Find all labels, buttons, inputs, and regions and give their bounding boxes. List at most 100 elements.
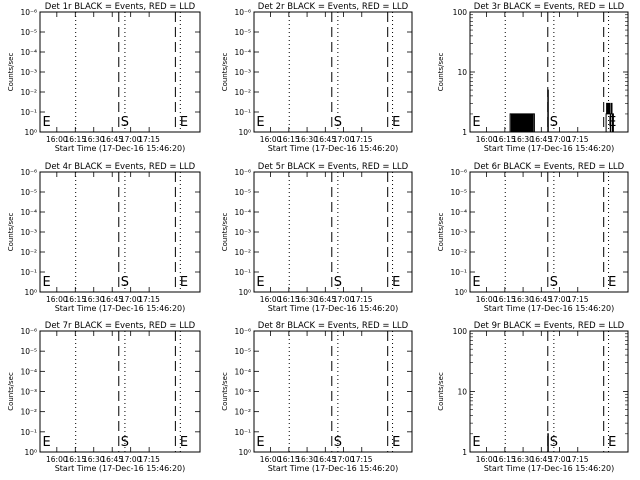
panel-title: Det 7r BLACK = Events, RED = LLD xyxy=(45,321,196,331)
y-tick-label: 10⁻¹ xyxy=(20,428,37,437)
x-axis-label: Start Time (17-Dec-16 15:46:20) xyxy=(55,464,186,473)
end-marker: E xyxy=(42,435,50,450)
x-tick-label: 17:00 xyxy=(333,135,355,144)
panel-title: Det 4r BLACK = Events, RED = LLD xyxy=(45,162,196,172)
x-tick-label: 16:15 xyxy=(64,455,86,464)
y-tick-label: 10⁻² xyxy=(234,248,251,257)
y-tick-label: 10⁻⁶ xyxy=(20,327,37,336)
x-tick-label: 16:30 xyxy=(296,135,318,144)
x-tick-label: 17:00 xyxy=(549,455,571,464)
y-tick-label: 10⁻⁵ xyxy=(20,188,37,197)
plot-frame xyxy=(39,171,201,293)
x-tick-label: 16:30 xyxy=(83,135,105,144)
x-tick-label: 16:00 xyxy=(260,455,282,464)
y-tick-label: 10⁰ xyxy=(238,128,251,137)
y-tick-label: 10⁻¹ xyxy=(234,268,251,277)
plot-frame xyxy=(469,11,629,133)
x-tick-label: 16:00 xyxy=(260,295,282,304)
detector-panel: Det 5r BLACK = Events, RED = LLD Counts/s… xyxy=(221,162,413,313)
x-tick-label: 16:00 xyxy=(260,135,282,144)
x-tick-label: 17:00 xyxy=(549,135,571,144)
x-axis-label: Start Time (17-Dec-16 15:46:20) xyxy=(268,464,399,473)
x-tick-label: 16:15 xyxy=(494,135,516,144)
panel-title: Det 6r BLACK = Events, RED = LLD xyxy=(474,162,625,172)
y-tick-label: 10⁻⁴ xyxy=(234,48,251,57)
y-tick-label: 10⁻⁵ xyxy=(234,28,251,37)
x-tick-label: 16:30 xyxy=(512,455,534,464)
y-tick-label: 10⁻² xyxy=(20,408,37,417)
start-marker: S xyxy=(121,435,129,450)
x-tick-label: 16:45 xyxy=(530,455,552,464)
x-tick-label: 16:45 xyxy=(101,295,123,304)
x-tick-label: 16:30 xyxy=(83,455,105,464)
y-tick-label: 10⁰ xyxy=(24,128,37,137)
plot-frame xyxy=(39,11,201,133)
y-tick-label: 10⁻³ xyxy=(20,388,37,397)
y-tick-label: 10⁻² xyxy=(20,88,37,97)
y-tick-label: 100 xyxy=(453,327,468,336)
x-tick-label: 16:00 xyxy=(476,135,498,144)
start-marker: S xyxy=(121,115,129,130)
x-tick-label: 17:15 xyxy=(138,455,160,464)
y-tick-label: 10⁻⁶ xyxy=(234,8,251,17)
y-tick-label: 10⁻³ xyxy=(20,68,37,77)
x-axis-label: Start Time (17-Dec-16 15:46:20) xyxy=(484,464,615,473)
y-tick-label: 10⁻⁴ xyxy=(450,208,467,217)
end-marker: E xyxy=(180,115,188,130)
y-axis-label: Counts/sec xyxy=(221,53,229,92)
start-marker: S xyxy=(550,435,558,450)
detector-panel: Det 8r BLACK = Events, RED = LLD Counts/s… xyxy=(221,321,413,473)
y-tick-label: 10⁻³ xyxy=(234,68,251,77)
y-axis-label: Counts/sec xyxy=(221,213,229,252)
panel-title: Det 8r BLACK = Events, RED = LLD xyxy=(258,321,409,331)
x-tick-label: 16:00 xyxy=(46,135,68,144)
y-tick-label: 10⁻⁴ xyxy=(234,367,251,376)
y-axis-label: Counts/sec xyxy=(221,372,229,411)
x-tick-label: 17:15 xyxy=(351,295,373,304)
y-tick-label: 10⁻⁴ xyxy=(20,208,37,217)
y-tick-label: 10⁻⁶ xyxy=(450,168,467,177)
x-axis-label: Start Time (17-Dec-16 15:46:20) xyxy=(268,304,399,313)
x-tick-label: 16:00 xyxy=(476,455,498,464)
x-tick-label: 17:15 xyxy=(567,455,589,464)
y-tick-label: 10⁻⁶ xyxy=(20,8,37,17)
end-marker: E xyxy=(256,435,264,450)
panel-title: Det 1r BLACK = Events, RED = LLD xyxy=(45,2,196,12)
end-marker: E xyxy=(472,115,480,130)
y-tick-label: 10⁻⁶ xyxy=(234,168,251,177)
x-tick-label: 16:15 xyxy=(64,135,86,144)
panel-title: Det 9r BLACK = Events, RED = LLD xyxy=(474,321,625,331)
y-tick-label: 10⁻³ xyxy=(234,228,251,237)
x-tick-label: 16:00 xyxy=(476,295,498,304)
end-marker: E xyxy=(42,115,50,130)
detector-panel: Det 2r BLACK = Events, RED = LLD Counts/s… xyxy=(221,2,413,153)
y-tick-label: 100 xyxy=(453,8,468,17)
end-marker: E xyxy=(180,275,188,290)
start-marker: S xyxy=(121,275,129,290)
detector-panel: Det 9r BLACK = Events, RED = LLD Counts/s… xyxy=(437,321,629,473)
x-tick-label: 17:15 xyxy=(138,135,160,144)
x-tick-label: 16:15 xyxy=(64,295,86,304)
x-tick-label: 16:15 xyxy=(494,455,516,464)
y-tick-label: 10⁻² xyxy=(20,248,37,257)
y-tick-label: 10⁻¹ xyxy=(20,108,37,117)
y-tick-label: 10⁻⁵ xyxy=(450,188,467,197)
y-tick-label: 10⁻¹ xyxy=(20,268,37,277)
y-tick-label: 10⁻⁵ xyxy=(20,347,37,356)
y-tick-label: 10⁻³ xyxy=(234,388,251,397)
panel-title: Det 5r BLACK = Events, RED = LLD xyxy=(258,162,409,172)
plot-frame xyxy=(253,171,413,293)
x-axis-label: Start Time (17-Dec-16 15:46:20) xyxy=(484,144,615,153)
x-tick-label: 16:45 xyxy=(101,455,123,464)
x-tick-label: 17:15 xyxy=(138,295,160,304)
detector-panel: Det 7r BLACK = Events, RED = LLD Counts/s… xyxy=(7,321,201,473)
plot-frame xyxy=(469,171,629,293)
y-tick-label: 10⁻³ xyxy=(450,228,467,237)
x-tick-label: 17:15 xyxy=(351,455,373,464)
detector-panel: Det 6r BLACK = Events, RED = LLD Counts/s… xyxy=(437,162,629,313)
end-marker: E xyxy=(472,275,480,290)
y-tick-label: 10⁰ xyxy=(238,288,251,297)
start-marker: S xyxy=(334,275,342,290)
y-axis-label: Counts/sec xyxy=(437,53,445,92)
plot-frame xyxy=(469,330,629,453)
